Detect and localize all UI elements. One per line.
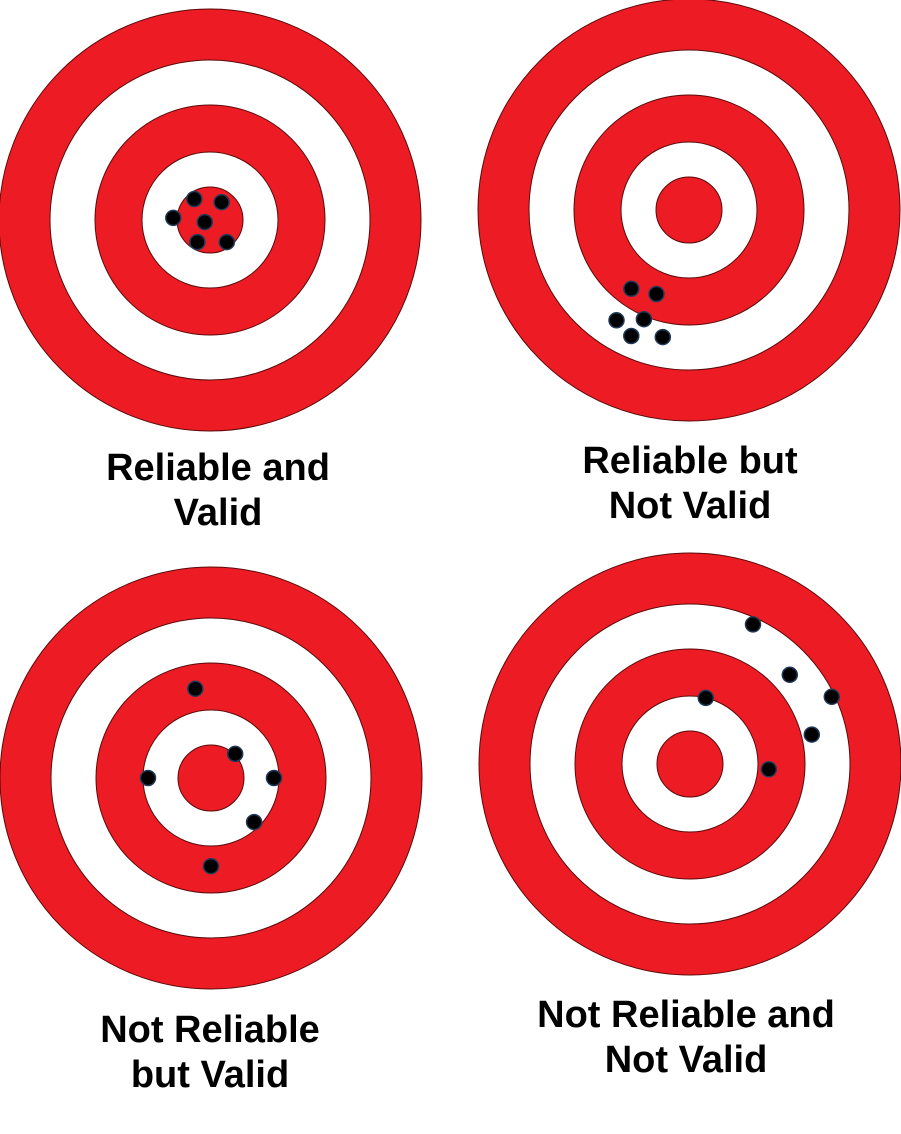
target-ring-5 bbox=[656, 730, 724, 798]
caption-line: Not Valid bbox=[608, 485, 772, 527]
target-ring-5 bbox=[177, 744, 245, 812]
caption-line: Not Reliable bbox=[100, 1009, 320, 1051]
caption-not-reliable-but-valid: Not Reliable but Valid bbox=[0, 1008, 420, 1098]
hit-mark bbox=[623, 280, 640, 298]
hit-mark bbox=[635, 310, 653, 328]
hit-mark bbox=[623, 327, 640, 345]
hit-mark bbox=[697, 689, 715, 707]
caption-line: Reliable but bbox=[582, 440, 798, 482]
caption-reliable-not-valid: Reliable but Not Valid bbox=[480, 439, 900, 529]
hit-mark bbox=[803, 726, 821, 743]
hit-mark bbox=[218, 233, 236, 251]
hit-mark bbox=[213, 193, 230, 211]
hit-mark bbox=[196, 213, 214, 231]
hit-mark bbox=[823, 688, 841, 706]
hit-mark bbox=[165, 209, 182, 227]
caption-line: Valid bbox=[173, 492, 263, 534]
hit-mark bbox=[760, 761, 778, 778]
hit-mark bbox=[648, 285, 665, 303]
target-1 bbox=[0, 8, 422, 432]
caption-reliable-and-valid: Reliable and Valid bbox=[8, 446, 428, 536]
hit-mark bbox=[781, 666, 799, 684]
hit-mark bbox=[202, 857, 220, 875]
caption-line: Reliable and bbox=[106, 447, 330, 489]
target-4 bbox=[478, 552, 901, 976]
hit-mark bbox=[608, 312, 625, 329]
caption-line: Not Valid bbox=[604, 1039, 768, 1081]
caption-not-reliable-not-valid: Not Reliable and Not Valid bbox=[476, 993, 896, 1083]
caption-line: but Valid bbox=[130, 1054, 290, 1096]
target-ring-5 bbox=[655, 176, 723, 244]
hit-mark bbox=[189, 233, 206, 251]
hit-mark bbox=[744, 616, 762, 633]
hit-mark bbox=[245, 813, 263, 831]
hit-mark bbox=[139, 769, 157, 787]
hit-mark bbox=[265, 769, 283, 787]
hit-mark bbox=[654, 328, 672, 346]
hit-mark bbox=[186, 190, 203, 208]
caption-line: Not Reliable and bbox=[537, 994, 835, 1036]
hit-mark bbox=[187, 680, 204, 698]
target-2 bbox=[477, 0, 901, 422]
target-3 bbox=[0, 566, 423, 990]
hit-mark bbox=[226, 745, 244, 763]
